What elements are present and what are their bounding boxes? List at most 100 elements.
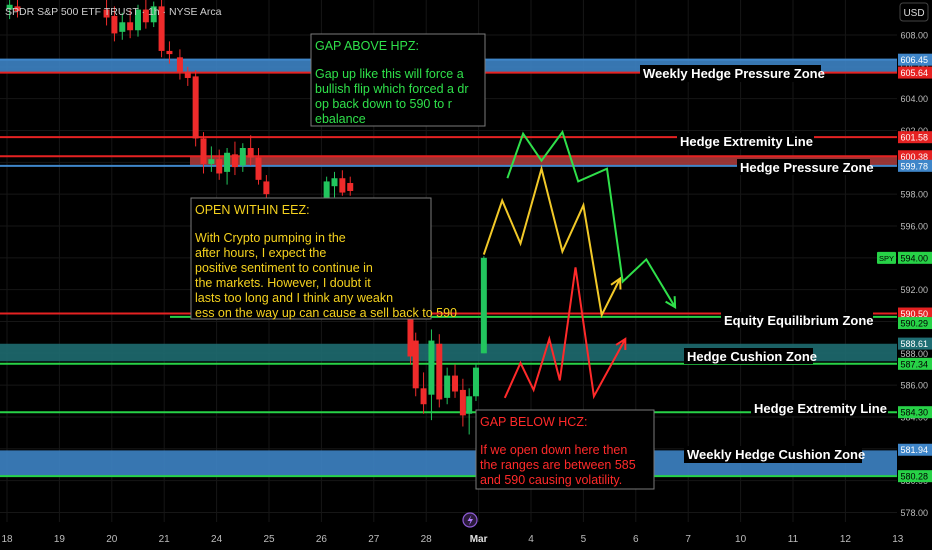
candle-body [436, 343, 443, 400]
candle-body [331, 178, 338, 187]
annotation-gap-above-hpz: GAP ABOVE HPZ: Gap up like this will for… [310, 33, 486, 127]
price-badge-label: 584.30 [900, 408, 928, 418]
annotation-line: Gap up like this will force a [315, 67, 464, 81]
annotation-line: ess on the way up can cause a sell back … [195, 306, 457, 320]
candle-body [14, 6, 21, 12]
candle-body [224, 152, 231, 172]
symbol-title: SPDR S&P 500 ETF TRUST · 1h · NYSE Arca [5, 6, 222, 18]
projection-path-bullish [506, 129, 676, 308]
time-tick-label: 10 [735, 534, 747, 545]
zone-label-bg [737, 159, 870, 175]
price-badge [898, 131, 932, 144]
currency-button-label[interactable]: USD [903, 8, 924, 19]
time-tick-label: Mar [470, 534, 488, 545]
candle-body [231, 154, 238, 168]
price-badge [898, 406, 932, 419]
annotation-line: the ranges are between 585 [480, 458, 636, 472]
time-tick-label: 18 [1, 534, 13, 545]
candle-body [247, 148, 254, 158]
price-badge-label: 587.34 [900, 359, 928, 369]
price-tick-label: 578.00 [900, 508, 928, 518]
label-hedge-pressure-zone: Hedge Pressure Zone [740, 160, 874, 175]
candle-body [150, 6, 157, 23]
price-tick-label: 596.00 [900, 221, 928, 231]
candle-body [208, 159, 215, 164]
annotation-line: If we open down here then [480, 443, 627, 457]
price-badge [898, 159, 932, 172]
candle-body [176, 57, 183, 72]
annotation-line: lasts too long and I think any weakn [195, 291, 393, 305]
annotation-body: If we open down here then the ranges are… [480, 443, 639, 487]
price-tick-label: 586.00 [900, 381, 928, 391]
label-hedge-extremity-line-bottom: Hedge Extremity Line [754, 401, 887, 416]
annotation-box [190, 197, 432, 320]
projection-arrowhead [665, 296, 677, 309]
annotation-box [475, 409, 655, 490]
label-hedge-cushion-zone: Hedge Cushion Zone [687, 349, 817, 364]
currency-button[interactable]: USD [899, 2, 929, 22]
candle-body [127, 22, 134, 31]
label-weekly-hedge-cushion-zone: Weekly Hedge Cushion Zone [687, 447, 865, 462]
time-tick-label: 21 [159, 534, 171, 545]
time-tick-label: 13 [892, 534, 904, 545]
time-axis[interactable]: 18 19 20 21 24 25 26 27 28 Mar 4 5 6 7 10 11 12 13 [0, 522, 932, 550]
candle-body [103, 9, 110, 18]
time-tick-label: 7 [685, 534, 691, 545]
candle-body [466, 396, 473, 414]
price-badge [898, 317, 932, 330]
candle-body [111, 15, 118, 34]
annotation-line: bullish flip which forced a dr [315, 82, 469, 96]
price-badge [898, 357, 932, 370]
candle-body [420, 388, 427, 405]
price-badge-label: 588.61 [900, 339, 928, 349]
price-tick-label: 598.00 [900, 190, 928, 200]
projection-arrowhead [615, 337, 627, 350]
annotation-line: With Crypto pumping in the [195, 231, 346, 245]
price-badge-label: 594.00 [900, 253, 928, 263]
candle-body [444, 375, 451, 398]
ticker-badge [877, 251, 896, 264]
price-axis[interactable]: 578.00580.00582.00584.00586.00588.00590.… [877, 0, 932, 522]
candle-layer [6, 0, 487, 435]
annotation-line: op back down to 590 to r [315, 97, 452, 111]
candle-body [255, 157, 262, 180]
price-badge [898, 66, 932, 79]
price-badge [898, 470, 932, 483]
time-tick-label: 12 [840, 534, 852, 545]
lightning-icon[interactable] [462, 512, 478, 528]
time-tick-label: 27 [368, 534, 380, 545]
currency-button-frame[interactable] [899, 2, 929, 22]
time-axis-ticks: 18 19 20 21 24 25 26 27 28 Mar 4 5 6 7 10 11 12 13 [1, 534, 903, 545]
annotation-body: Gap up like this will force a bullish fl… [315, 67, 472, 126]
projection-arrowhead [610, 276, 622, 290]
candle-body [119, 22, 126, 32]
candle-body [200, 138, 207, 164]
time-axis-background [0, 522, 932, 550]
candle-body [428, 340, 435, 395]
price-badge-label: 601.58 [900, 133, 928, 143]
annotation-gap-below-hcz: GAP BELOW HCZ: If we open down here then… [475, 409, 655, 490]
time-tick-label: 19 [54, 534, 66, 545]
annotation-line: the markets. However, I doubt it [195, 276, 371, 290]
annotation-line: positive sentiment to continue in [195, 261, 373, 275]
price-badge-label: 606.45 [900, 55, 928, 65]
price-badge [898, 53, 932, 66]
lightning-icon-bolt [467, 515, 473, 526]
price-tick-label: 588.00 [900, 349, 928, 359]
label-hedge-extremity-line-top: Hedge Extremity Line [680, 134, 813, 149]
projection-layer [482, 129, 677, 400]
time-tick-label: 4 [528, 534, 534, 545]
candle-body [480, 257, 487, 354]
zone-label-bg [640, 65, 821, 82]
candle-body [263, 181, 270, 195]
annotation-title: OPEN WITHIN EEZ: [195, 203, 310, 217]
ticker-badge-label: SPY [879, 254, 894, 263]
price-badge [898, 150, 932, 163]
candle-body [216, 159, 223, 174]
candle-body [142, 9, 149, 23]
price-badge-label: 590.50 [900, 309, 928, 319]
label-equity-equilibrium-zone: Equity Equilibrium Zone [724, 313, 874, 328]
annotation-box [310, 33, 486, 127]
